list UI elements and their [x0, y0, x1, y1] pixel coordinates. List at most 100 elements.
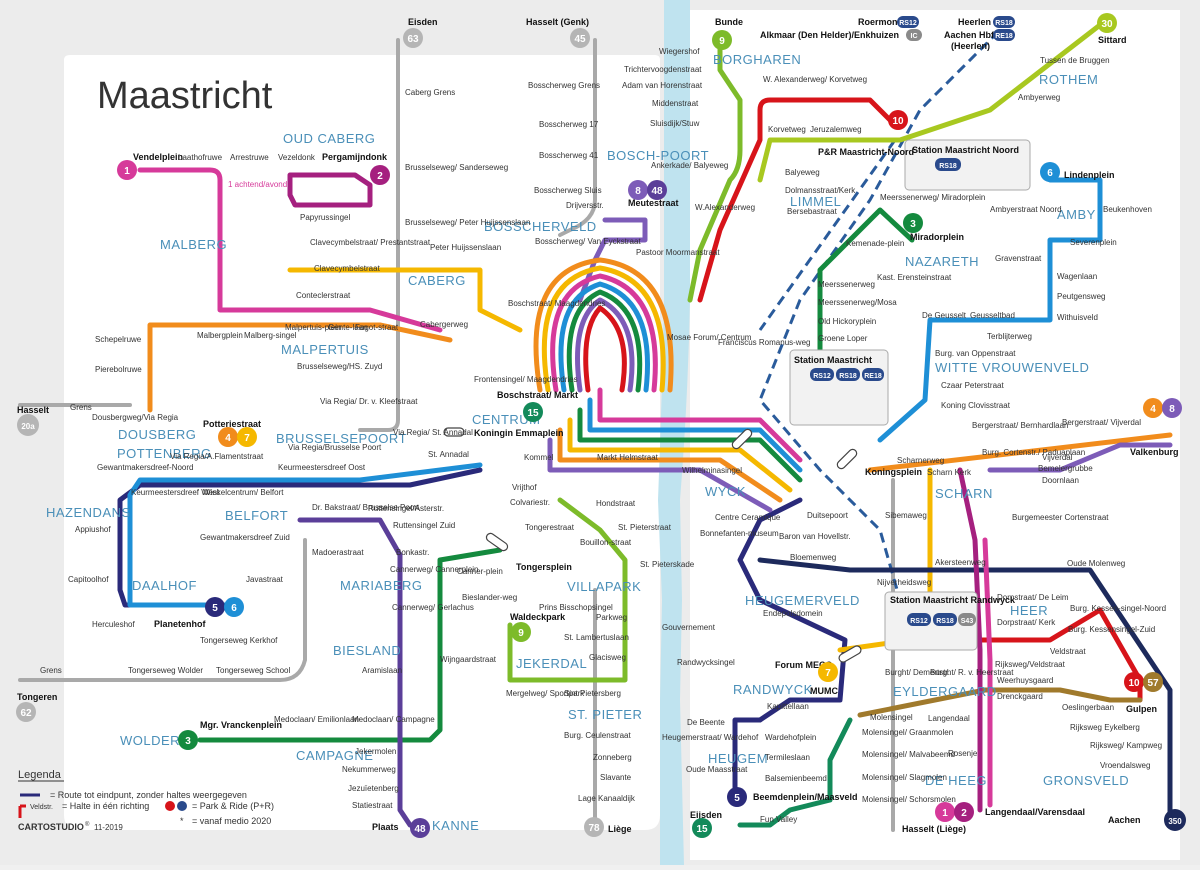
stop-papyrussingel: Papyrussingel — [300, 213, 350, 222]
stop-balsemienbeemd: Balsemienbeemd — [765, 774, 827, 783]
stop-vijverdal: Vijverdal — [1042, 453, 1073, 462]
badge-7-west[interactable]: 7 — [237, 427, 257, 447]
stop-bieslanderweg: Bieslander-weg — [462, 593, 517, 602]
route-2-south — [957, 467, 983, 813]
badge-3-east[interactable]: 3 — [903, 213, 923, 233]
badge-8-48[interactable]: 8 48 — [628, 180, 667, 200]
train-rs18-heerlen: RS18 — [995, 20, 1013, 27]
stop-bosscherweg-van-eyck: Bosscherweg/ Van Eyckstraat — [535, 237, 641, 246]
district-rothem: ROTHEM — [1039, 72, 1098, 87]
district-gronsveld: GRONSVELD — [1043, 773, 1129, 788]
stop-burg-van-oppenstraat: Burg. van Oppenstraat — [935, 349, 1016, 358]
stop-rijksweg-veldstraat: Rijksweg/Veldstraat — [995, 660, 1066, 669]
stop-burg-kessensingel-zuid: Burg. Kessensingel-Zuid — [1068, 625, 1155, 634]
badge-350[interactable]: 350 — [1164, 809, 1186, 831]
stop-baron-van-hovellstr: Baron van Hovellstr. — [779, 532, 851, 541]
stop-ambyerweg: Ambyerweg — [1018, 93, 1060, 102]
train-ic-alkmaar: IC — [911, 33, 918, 40]
stop-vroendalsweg: Vroendalsweg — [1100, 761, 1150, 770]
svg-text:9: 9 — [719, 36, 725, 47]
svg-text:8: 8 — [635, 186, 641, 197]
badge-9-north[interactable]: 9 — [712, 30, 732, 50]
route-6-west — [127, 462, 483, 608]
badge-78[interactable]: 78 — [584, 817, 604, 837]
stop-wardehofplein: Wardehofplein — [765, 733, 816, 742]
stop-scharnerweg: Scharnerweg — [897, 456, 944, 465]
stop-langendaal: Langendaal — [928, 714, 970, 723]
badge-20a[interactable]: 20a — [17, 414, 39, 436]
stop-czaar-peterstraat: Czaar Peterstraat — [941, 381, 1004, 390]
endpoint-roermond: Roermond — [858, 17, 903, 27]
stop-withuisveld: Withuisveld — [1057, 313, 1098, 322]
route-6-east — [877, 177, 1103, 443]
stop-miradorplein: Miradorplein — [910, 232, 964, 242]
badge-62[interactable]: 62 — [16, 702, 36, 722]
badge-7-forum[interactable]: 7 — [818, 662, 838, 682]
legend-one-way-icon — [18, 804, 26, 818]
stop-statiestraat: Statiestraat — [352, 801, 393, 810]
stop-glacisweg: Glacisweg — [589, 653, 626, 662]
route-15-south — [737, 717, 853, 828]
centre-loop — [533, 257, 803, 513]
legend: Legenda = Route tot eindpunt, zonder hal… — [18, 769, 274, 832]
badge-48-south[interactable]: 48 — [410, 818, 430, 838]
svg-text:15: 15 — [696, 824, 708, 835]
stop-vezeldonk: Vezeldonk — [278, 153, 316, 162]
stop-tongerseweg-wolder: Tongerseweg Wolder — [128, 666, 203, 675]
badge-1-west[interactable]: 1 — [117, 160, 137, 180]
train-s43-randwyck: S43 — [961, 618, 974, 625]
east-area — [690, 10, 1180, 860]
stop-ankerkade: Ankerkade/ Balyeweg — [651, 161, 728, 170]
stop-koningin-emmaplein: Koningin Emmaplein — [474, 428, 564, 438]
district-witte-vrouwenveld: WITTE VROUWENVELD — [935, 360, 1089, 375]
stop-trichtervoogdenstraat: Trichtervoogdenstraat — [624, 65, 702, 74]
stop-gentelaan: Gente-laan — [328, 323, 368, 332]
stop-javastraat: Javastraat — [246, 575, 284, 584]
badge-10-57[interactable]: 10 57 — [1124, 672, 1163, 692]
badge-63[interactable]: 63 — [403, 28, 423, 48]
stop-old-hickoryplein: Old Hickoryplein — [818, 317, 876, 326]
stop-pierebolruwe: Pierebolruwe — [95, 365, 142, 374]
district-villapark: VILLAPARK — [567, 579, 641, 594]
stop-wijngaardstraat: Wijngaardstraat — [440, 655, 497, 664]
badge-5-west[interactable]: 5 — [205, 597, 225, 617]
stop-w-alexanderweg-korvetweg: W. Alexanderweg/ Korvetweg — [763, 75, 867, 84]
svg-text:20a: 20a — [21, 422, 35, 431]
district-scharn: SCHARN — [935, 486, 993, 501]
stop-veldstraat: Veldstraat — [1050, 647, 1086, 656]
badge-3-west[interactable]: 3 — [178, 730, 198, 750]
badge-15-south[interactable]: 15 — [692, 818, 712, 838]
svg-text:1: 1 — [124, 166, 130, 177]
stop-gewantmakers-noord: Gewantmakersdreef-Noord — [97, 463, 193, 472]
stop-dolmansstraat: Dolmansstraat/Kerk — [785, 186, 856, 195]
badge-4-west[interactable]: 4 — [218, 427, 238, 447]
stop-aramislaan: Aramislaan — [362, 666, 402, 675]
badge-45[interactable]: 45 — [570, 28, 590, 48]
badge-30[interactable]: 30 — [1097, 13, 1117, 33]
railway-branch — [758, 139, 897, 331]
stop-beemdenplein: Beemdenplein/Maasveld — [753, 792, 858, 802]
badge-15-centrum[interactable]: 15 — [523, 402, 543, 422]
badge-5-south[interactable]: 5 — [727, 787, 747, 807]
badge-6-east[interactable]: 6 — [1040, 162, 1060, 182]
stop-geusseltbad: Geusseltbad — [970, 311, 1015, 320]
stop-bergerstraat-vijverdal: Bergerstraat/ Vijverdal — [1062, 418, 1141, 427]
badge-10-north[interactable]: 10 — [888, 110, 908, 130]
badge-2-west[interactable]: 2 — [370, 165, 390, 185]
stop-doornlaan: Doornlaan — [1042, 476, 1079, 485]
stop-duitsepoort: Duitsepoort — [807, 511, 849, 520]
badge-9-south[interactable]: 9 — [511, 622, 531, 642]
stop-tongerseweg-school: Tongerseweg School — [216, 666, 290, 675]
svg-text:30: 30 — [1101, 19, 1113, 30]
station-randwyck-box — [884, 591, 978, 651]
district-eyldergaard: EYLDERGAARD — [893, 684, 997, 699]
train-rs18-main: RS18 — [839, 373, 857, 380]
svg-text:8: 8 — [1169, 404, 1175, 415]
badge-6-west[interactable]: 6 — [224, 597, 244, 617]
stop-molensingel-graanmolen: Molensingel/ Graanmolen — [862, 728, 953, 737]
stop-bosscherweg-grens: Bosscherweg Grens — [528, 81, 600, 90]
svg-text:2: 2 — [377, 171, 383, 182]
train-rs18-noord: RS18 — [939, 163, 957, 170]
